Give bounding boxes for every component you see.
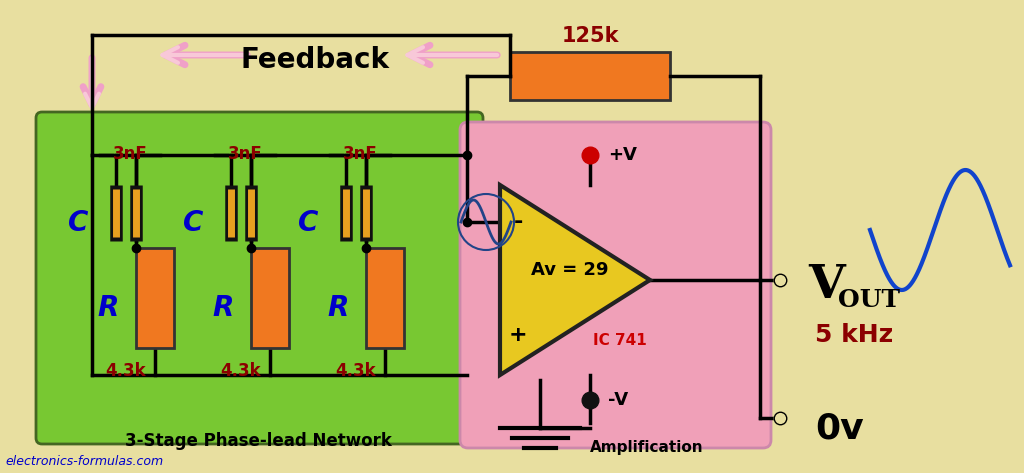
Text: 4.3k: 4.3k: [105, 362, 146, 380]
Text: V: V: [808, 262, 845, 308]
Text: 4.3k: 4.3k: [336, 362, 376, 380]
Text: Amplification: Amplification: [590, 440, 703, 455]
Text: 0v: 0v: [815, 411, 863, 445]
Text: 3nF: 3nF: [343, 145, 378, 163]
Text: 3nF: 3nF: [227, 145, 262, 163]
Text: -V: -V: [608, 391, 628, 409]
Text: 4.3k: 4.3k: [221, 362, 261, 380]
Bar: [510, 52, 670, 100]
Text: electronics-formulas.com: electronics-formulas.com: [5, 455, 163, 468]
Text: R: R: [328, 294, 349, 322]
Text: C: C: [298, 209, 318, 237]
Bar: [136, 248, 174, 348]
Text: OUT: OUT: [838, 288, 900, 312]
Text: R: R: [97, 294, 119, 322]
Text: Av = 29: Av = 29: [531, 261, 608, 279]
Text: Feedback: Feedback: [241, 46, 389, 74]
Bar: [366, 248, 404, 348]
Text: +: +: [509, 325, 527, 345]
Text: IC 741: IC 741: [593, 333, 647, 348]
Text: +V: +V: [608, 146, 637, 164]
Text: -: -: [513, 212, 522, 232]
Text: 3nF: 3nF: [113, 145, 147, 163]
FancyBboxPatch shape: [36, 112, 483, 444]
Polygon shape: [500, 185, 650, 375]
Text: C: C: [68, 209, 88, 237]
Text: C: C: [183, 209, 203, 237]
FancyBboxPatch shape: [460, 122, 771, 448]
Text: 125k: 125k: [561, 26, 618, 46]
Text: 3-Stage Phase-lead Network: 3-Stage Phase-lead Network: [125, 432, 391, 450]
Text: 5 kHz: 5 kHz: [815, 323, 893, 347]
Text: R: R: [212, 294, 233, 322]
Bar: [251, 248, 289, 348]
